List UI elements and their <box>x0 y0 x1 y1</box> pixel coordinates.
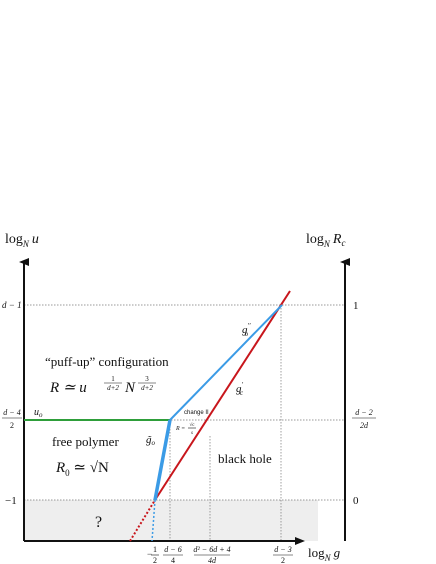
bottom-tick: 1 <box>153 545 157 554</box>
bottom-tick: d − 6 <box>164 545 181 554</box>
unknown-region <box>24 500 318 541</box>
line-label: g′ c <box>236 381 244 397</box>
bottom-tick: 4 <box>171 556 175 564</box>
right-tick: 2d <box>360 421 369 430</box>
right-tick: 0 <box>353 495 359 507</box>
right-tick: d − 2 <box>355 408 372 417</box>
bottom-tick: 4d <box>208 556 217 564</box>
bottom-axis-title: logN g <box>308 545 341 563</box>
bottom-tick: − <box>147 549 152 559</box>
left-tick: −1 <box>5 495 17 507</box>
gc-line <box>154 290 291 501</box>
annotation: √c <box>190 422 196 428</box>
bottom-tick: 2 <box>153 556 157 564</box>
region-label: black hole <box>218 451 272 466</box>
gc-dotted <box>129 499 156 542</box>
bottom-tick: d − 3 <box>274 545 291 554</box>
exponent: 1 <box>111 375 115 383</box>
line-label: uo <box>34 407 43 419</box>
bottom-tick: 2 <box>281 556 285 564</box>
left-tick: d − 1 <box>2 300 22 310</box>
line-label: g′′ o <box>242 322 251 338</box>
annotation: change II <box>184 410 209 416</box>
region-formula: R ≃ u <box>49 380 87 396</box>
exponent: 3 <box>145 375 149 383</box>
annotation: s <box>191 431 193 436</box>
go-dotted <box>151 499 156 542</box>
left-axis-title: logN u <box>5 232 39 249</box>
exponent: d+2 <box>107 384 119 392</box>
right-axis-title: logN Rc <box>306 232 345 249</box>
go2-line <box>169 304 283 421</box>
bottom-tick: d² − 6d + 4 <box>193 545 230 554</box>
go-tilde-line <box>153 419 172 501</box>
right-tick: 1 <box>353 300 359 312</box>
exponent: d+2 <box>141 384 153 392</box>
region-formula: R0 ≃ √N <box>55 460 109 478</box>
region-formula: N <box>124 380 136 396</box>
left-tick: 2 <box>10 421 14 430</box>
annotation: R = <box>175 426 185 432</box>
region-label: “puff-up” configuration <box>45 354 169 369</box>
region-label: ? <box>95 514 102 531</box>
left-tick: d − 4 <box>3 408 20 417</box>
line-label: g̃o <box>146 434 156 447</box>
region-label: free polymer <box>52 434 119 449</box>
